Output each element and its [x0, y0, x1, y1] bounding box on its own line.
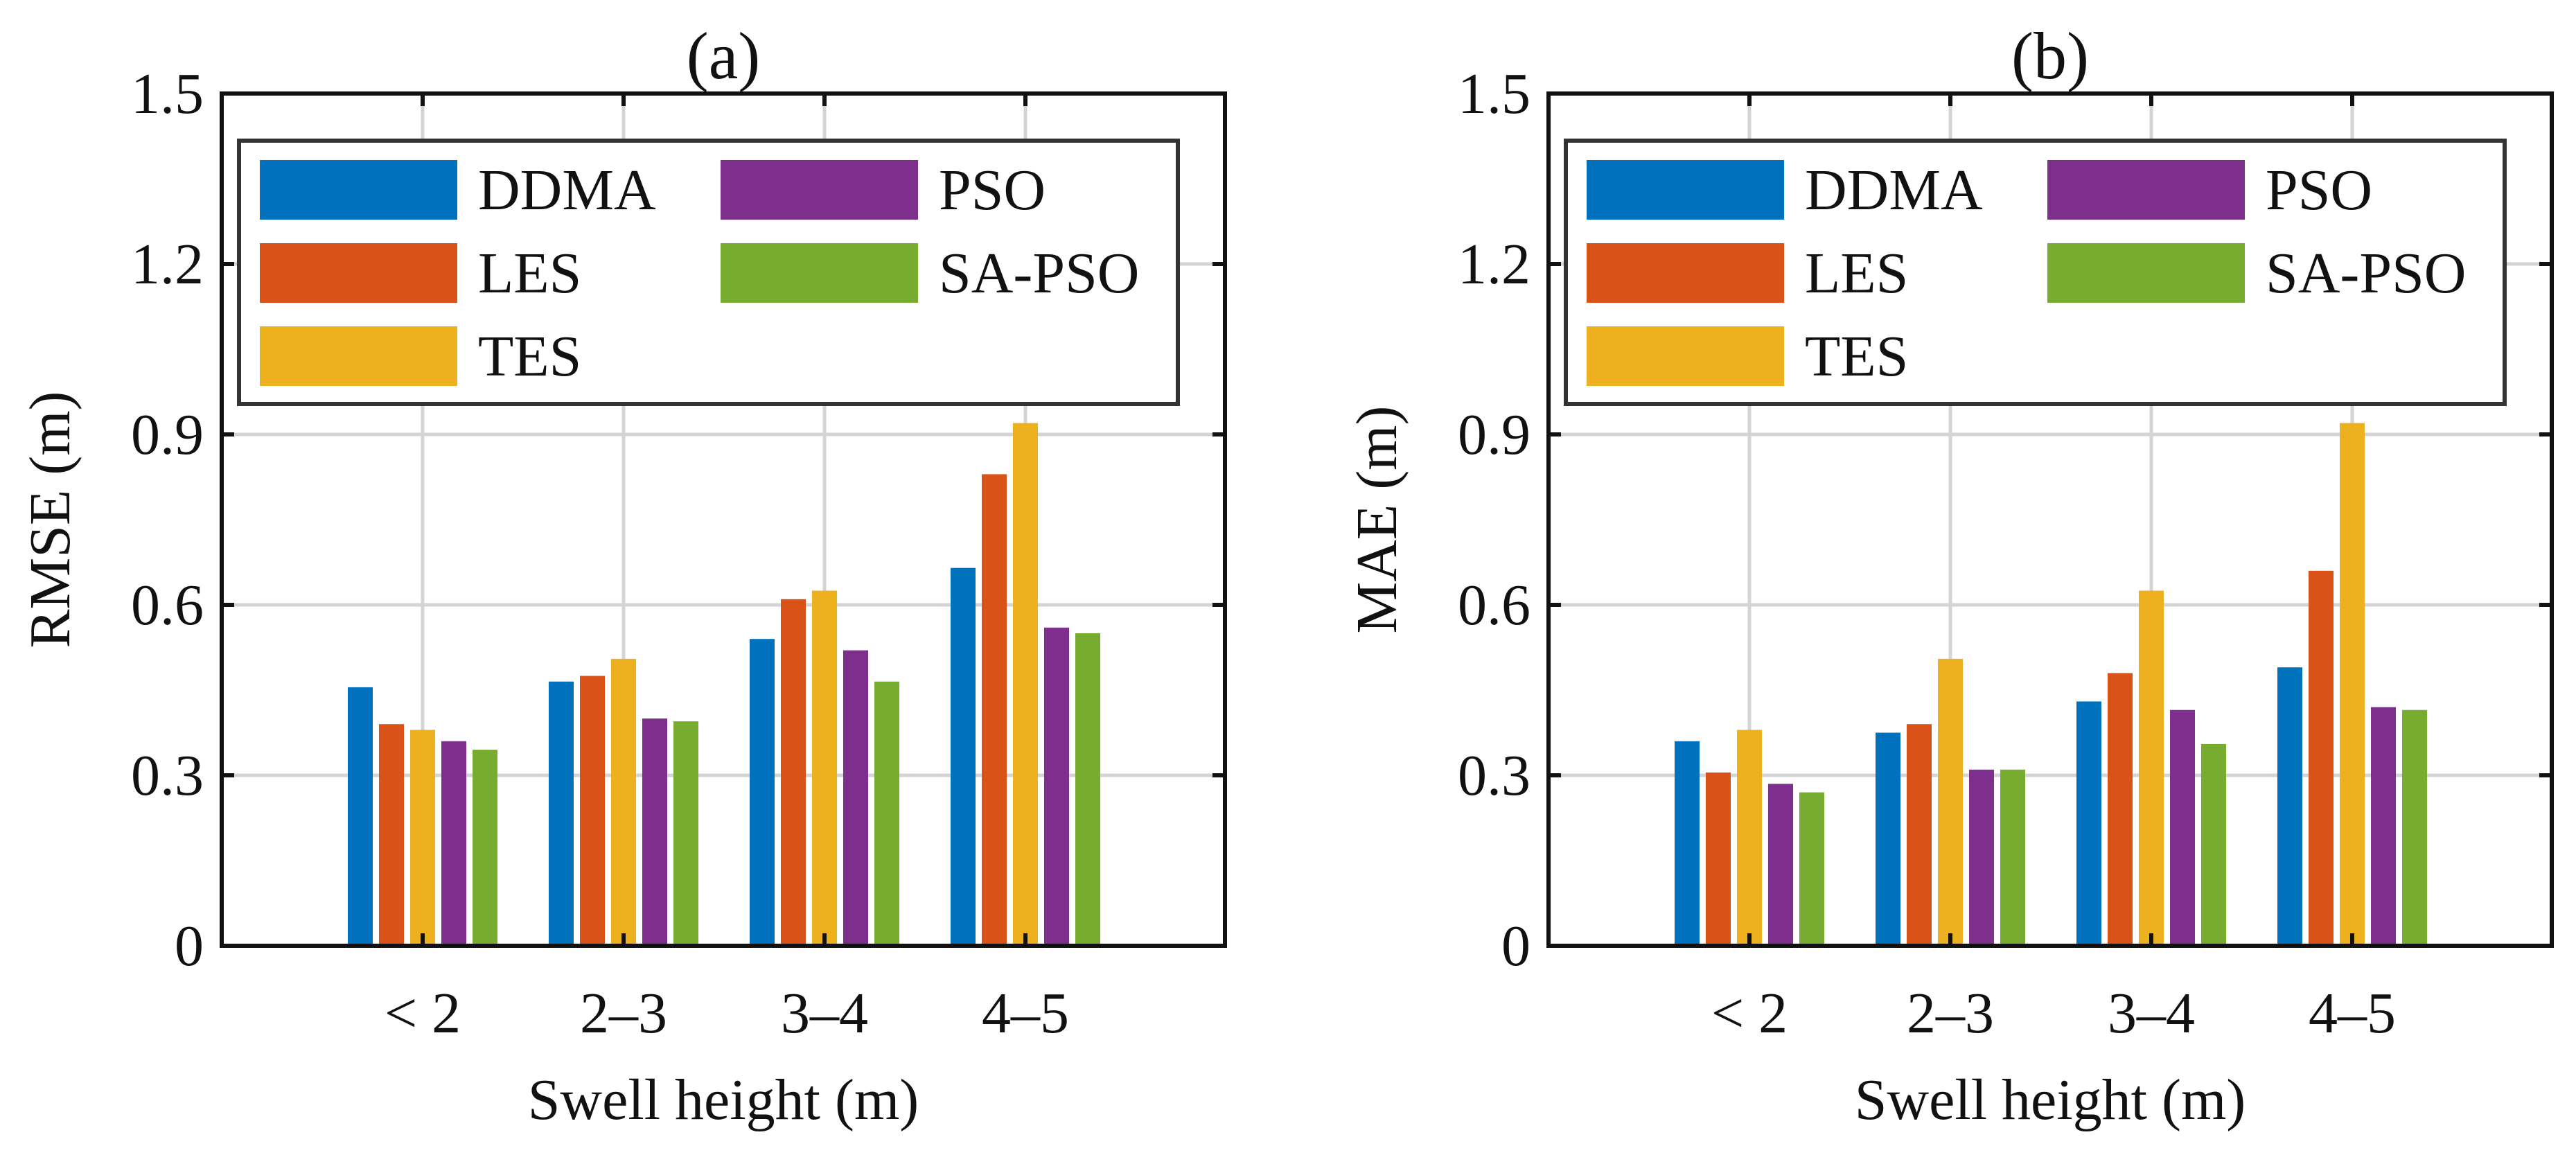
y-tick-label: 1.5 — [1458, 62, 1530, 126]
legend-label-les: LES — [1805, 241, 1908, 306]
bar-les-0 — [379, 724, 404, 946]
axes-box — [1546, 91, 2554, 948]
y-axis-label: RMSE (m) — [18, 391, 82, 648]
bar-sa-pso-3 — [1075, 633, 1100, 946]
bar-sa-pso-1 — [2000, 769, 2025, 946]
bar-les-0 — [1706, 772, 1731, 946]
legend-swatch-ddma — [1587, 160, 1784, 220]
y-tick-label: 0.9 — [1458, 403, 1530, 467]
y-tick-label: 1.2 — [1458, 232, 1530, 297]
y-axis-label: MAE (m) — [1345, 406, 1409, 634]
bar-sa-pso-2 — [2201, 743, 2226, 946]
x-tick-label: 2–3 — [1907, 981, 1994, 1046]
bar-ddma-1 — [1876, 732, 1900, 946]
bar-ddma-0 — [348, 687, 373, 946]
x-tick-label: 3–4 — [2108, 981, 2195, 1046]
bar-les-3 — [982, 474, 1007, 946]
bar-ddma-2 — [750, 639, 775, 946]
axes-box — [220, 91, 1227, 948]
legend-label-tes: TES — [478, 324, 581, 389]
legend-swatch-tes — [260, 326, 457, 386]
legend-label-les: LES — [478, 241, 581, 306]
x-axis-label: Swell height (m) — [1855, 1068, 2246, 1132]
bar-tes-0 — [410, 730, 435, 946]
bar-sa-pso-3 — [2402, 709, 2427, 946]
bar-tes-0 — [1737, 730, 1762, 946]
bar-sa-pso-0 — [1799, 792, 1824, 946]
x-tick-label: 3–4 — [781, 981, 868, 1046]
y-tick-label: 1.2 — [131, 232, 204, 297]
legend-swatch-sa-pso — [2047, 243, 2245, 303]
bar-ddma-1 — [549, 681, 574, 946]
y-tick-label: 0.3 — [1458, 743, 1530, 808]
x-tick-label: < 2 — [1711, 981, 1788, 1046]
bar-pso-2 — [843, 650, 868, 946]
bar-pso-1 — [642, 718, 667, 946]
bar-tes-2 — [2139, 590, 2164, 946]
bar-pso-2 — [2170, 709, 2195, 946]
bar-sa-pso-0 — [473, 750, 497, 946]
bar-pso-1 — [1969, 769, 1994, 946]
legend-label-tes: TES — [1805, 324, 1908, 389]
x-tick-label: 2–3 — [580, 981, 667, 1046]
chart-title: (a) — [687, 19, 761, 93]
bar-pso-3 — [1044, 627, 1069, 946]
panel-b-mae-chart: 0 0.3 0.6 0.9 1.2 1.5 < 2 2–3 3–4 4–5 (b) Swell hei… — [1345, 19, 2554, 1132]
y-tick-label: 1.5 — [131, 62, 204, 126]
legend-swatch-les — [260, 243, 457, 303]
bar-les-1 — [580, 676, 605, 946]
legend-label-sa-pso: SA-PSO — [2266, 241, 2466, 306]
bar-sa-pso-2 — [874, 681, 899, 946]
bar-les-2 — [2108, 673, 2133, 946]
bar-tes-2 — [812, 590, 837, 946]
bar-les-3 — [2309, 570, 2334, 946]
bar-pso-0 — [1768, 784, 1793, 946]
panel-a-rmse-chart: 0 0.3 0.6 0.9 1.2 1.5 < 2 2–3 3–4 4–5 (a) Swell hei… — [18, 19, 1227, 1132]
legend-swatch-pso — [2047, 160, 2245, 220]
bar-ddma-3 — [951, 567, 976, 946]
legend-label-pso: PSO — [2266, 158, 2372, 222]
x-tick-label: 4–5 — [2309, 981, 2396, 1046]
bar-tes-1 — [611, 658, 636, 946]
y-tick-label: 0.6 — [1458, 573, 1530, 637]
bar-ddma-2 — [2076, 701, 2101, 946]
legend: DDMA LES TES PSO SA-PSO — [1564, 139, 2507, 406]
bar-tes-3 — [2340, 423, 2365, 946]
legend-swatch-tes — [1587, 326, 1784, 386]
bar-pso-3 — [2371, 707, 2396, 946]
y-tick-label: 0 — [175, 914, 204, 978]
bar-ddma-3 — [2277, 667, 2302, 946]
bar-les-2 — [781, 599, 806, 946]
bar-tes-3 — [1013, 423, 1038, 946]
y-tick-label: 0.6 — [131, 573, 204, 637]
x-tick-label: < 2 — [385, 981, 461, 1046]
bar-sa-pso-1 — [673, 721, 698, 946]
legend-label-pso: PSO — [939, 158, 1046, 222]
bar-les-1 — [1907, 724, 1932, 946]
x-tick-label: 4–5 — [982, 981, 1069, 1046]
legend-swatch-ddma — [260, 160, 457, 220]
legend-swatch-les — [1587, 243, 1784, 303]
legend-label-ddma: DDMA — [478, 158, 656, 222]
y-tick-label: 0.9 — [131, 403, 204, 467]
legend: DDMA LES TES PSO SA-PSO — [237, 139, 1180, 406]
legend-label-sa-pso: SA-PSO — [939, 241, 1139, 306]
bar-tes-1 — [1938, 658, 1963, 946]
x-axis-label: Swell height (m) — [528, 1068, 919, 1132]
legend-swatch-sa-pso — [721, 243, 918, 303]
y-tick-label: 0 — [1501, 914, 1530, 978]
legend-swatch-pso — [721, 160, 918, 220]
chart-title: (b) — [2011, 19, 2089, 93]
y-tick-label: 0.3 — [131, 743, 204, 808]
legend-label-ddma: DDMA — [1805, 158, 1983, 222]
bar-ddma-0 — [1675, 741, 1700, 946]
bar-pso-0 — [441, 741, 466, 946]
